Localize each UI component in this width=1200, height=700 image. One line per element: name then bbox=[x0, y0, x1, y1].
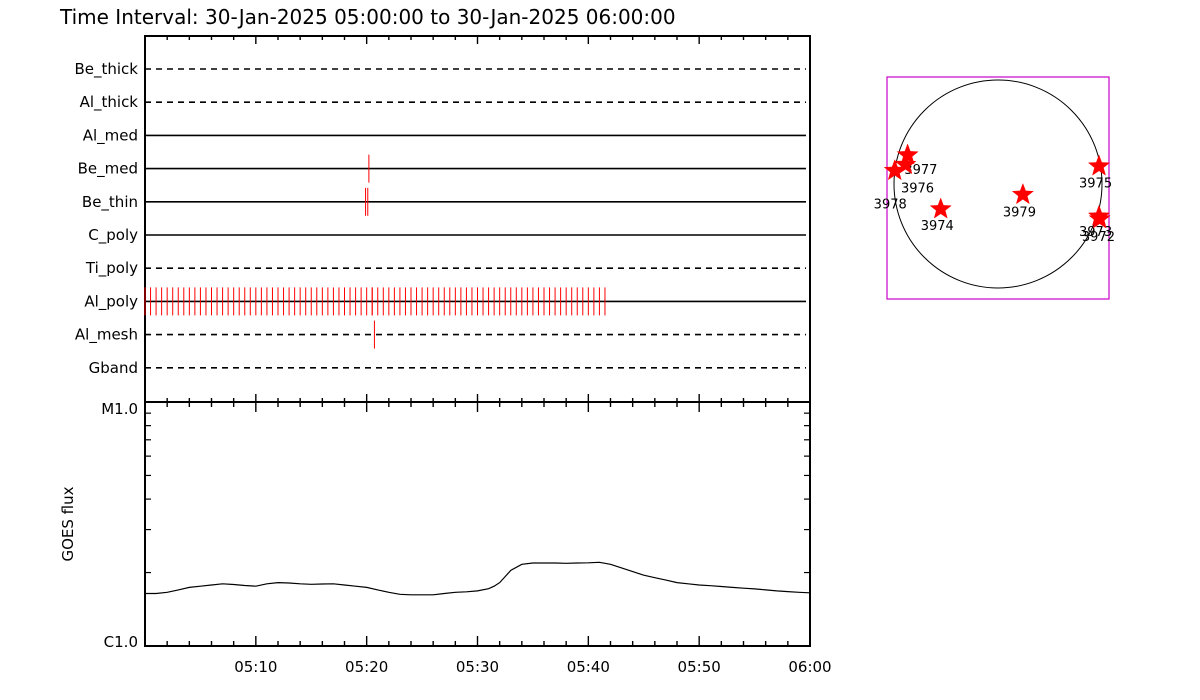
row-label: Al_poly bbox=[84, 292, 138, 311]
x-tick-label: 05:10 bbox=[234, 658, 277, 676]
goes-flux-line bbox=[145, 561, 811, 596]
timeline-row-gband: Gband bbox=[89, 359, 806, 377]
active-region-marker bbox=[883, 158, 906, 181]
active-region-marker bbox=[894, 152, 917, 175]
row-label: Be_thin bbox=[82, 193, 138, 212]
timeline-row-ti_poly: Ti_poly bbox=[85, 259, 806, 278]
active-region-label: 3974 bbox=[921, 219, 954, 234]
row-label: Al_thick bbox=[80, 93, 139, 112]
timeline-row-be_thick: Be_thick bbox=[74, 60, 806, 79]
active-region-3976: 3976 bbox=[894, 152, 934, 196]
active-region-marker bbox=[1011, 182, 1034, 205]
row-label: Gband bbox=[89, 359, 138, 377]
active-region-3979: 3979 bbox=[1003, 182, 1036, 220]
row-label: Be_thick bbox=[74, 60, 138, 79]
row-label: C_poly bbox=[88, 226, 138, 245]
active-region-label: 3977 bbox=[904, 163, 937, 178]
active-region-label: 3978 bbox=[874, 197, 907, 212]
active-region-marker bbox=[1088, 207, 1111, 229]
y-tick-label-high: M1.0 bbox=[101, 400, 138, 418]
x-tick-label: 05:20 bbox=[345, 658, 388, 676]
timeline-row-be_med: Be_med bbox=[78, 154, 806, 183]
y-axis-label: GOES flux bbox=[59, 486, 77, 561]
active-region-3978: 3978 bbox=[874, 158, 907, 212]
active-region-label: 3973 bbox=[1079, 225, 1112, 240]
active-region-3974: 3974 bbox=[921, 197, 954, 234]
timeline-row-be_thin: Be_thin bbox=[82, 187, 806, 216]
x-tick-label: 05:50 bbox=[678, 658, 721, 676]
x-tick-label: 06:00 bbox=[788, 658, 831, 676]
timeline-row-al_thick: Al_thick bbox=[80, 93, 806, 112]
timeline-row-al_mesh: Al_mesh bbox=[75, 320, 806, 349]
row-label: Al_mesh bbox=[75, 326, 138, 345]
x-tick-label: 05:40 bbox=[567, 658, 610, 676]
goes-frame bbox=[144, 401, 811, 647]
active-region-label: 3975 bbox=[1079, 176, 1112, 191]
goes-flux-panel: 05:10 05:20 05:30 05:40 05:50 06:00 C1.0 M1.0 GO… bbox=[59, 400, 832, 676]
timeline-row-al_poly: Al_poly bbox=[84, 287, 806, 316]
active-region-3975: 3975 bbox=[1079, 154, 1112, 191]
timeline-row-al_med: Al_med bbox=[83, 126, 806, 145]
row-label: Be_med bbox=[78, 160, 138, 179]
active-region-marker bbox=[929, 197, 952, 219]
y-tick-label-low: C1.0 bbox=[104, 633, 138, 651]
active-region-label: 3972 bbox=[1082, 230, 1115, 245]
active-region-3972: 3972 bbox=[1082, 207, 1115, 245]
solar-disk-outline bbox=[893, 79, 1103, 289]
timeline-row-c_poly: C_poly bbox=[88, 226, 806, 245]
filter-timeline-panel: Be_thick Al_thick Al_med Be_med Be_thin C_pol… bbox=[74, 35, 811, 403]
x-tick-label: 05:30 bbox=[456, 658, 499, 676]
active-region-marker bbox=[1087, 154, 1111, 176]
row-label: Ti_poly bbox=[85, 259, 138, 278]
timeline-frame bbox=[144, 35, 811, 403]
row-label: Al_med bbox=[83, 126, 138, 145]
active-region-label: 3979 bbox=[1003, 205, 1036, 220]
map-frame bbox=[886, 76, 1110, 300]
active-region-label: 3976 bbox=[901, 181, 934, 196]
figure-title: Time Interval: 30-Jan-2025 05:00:00 to 3… bbox=[59, 5, 676, 29]
